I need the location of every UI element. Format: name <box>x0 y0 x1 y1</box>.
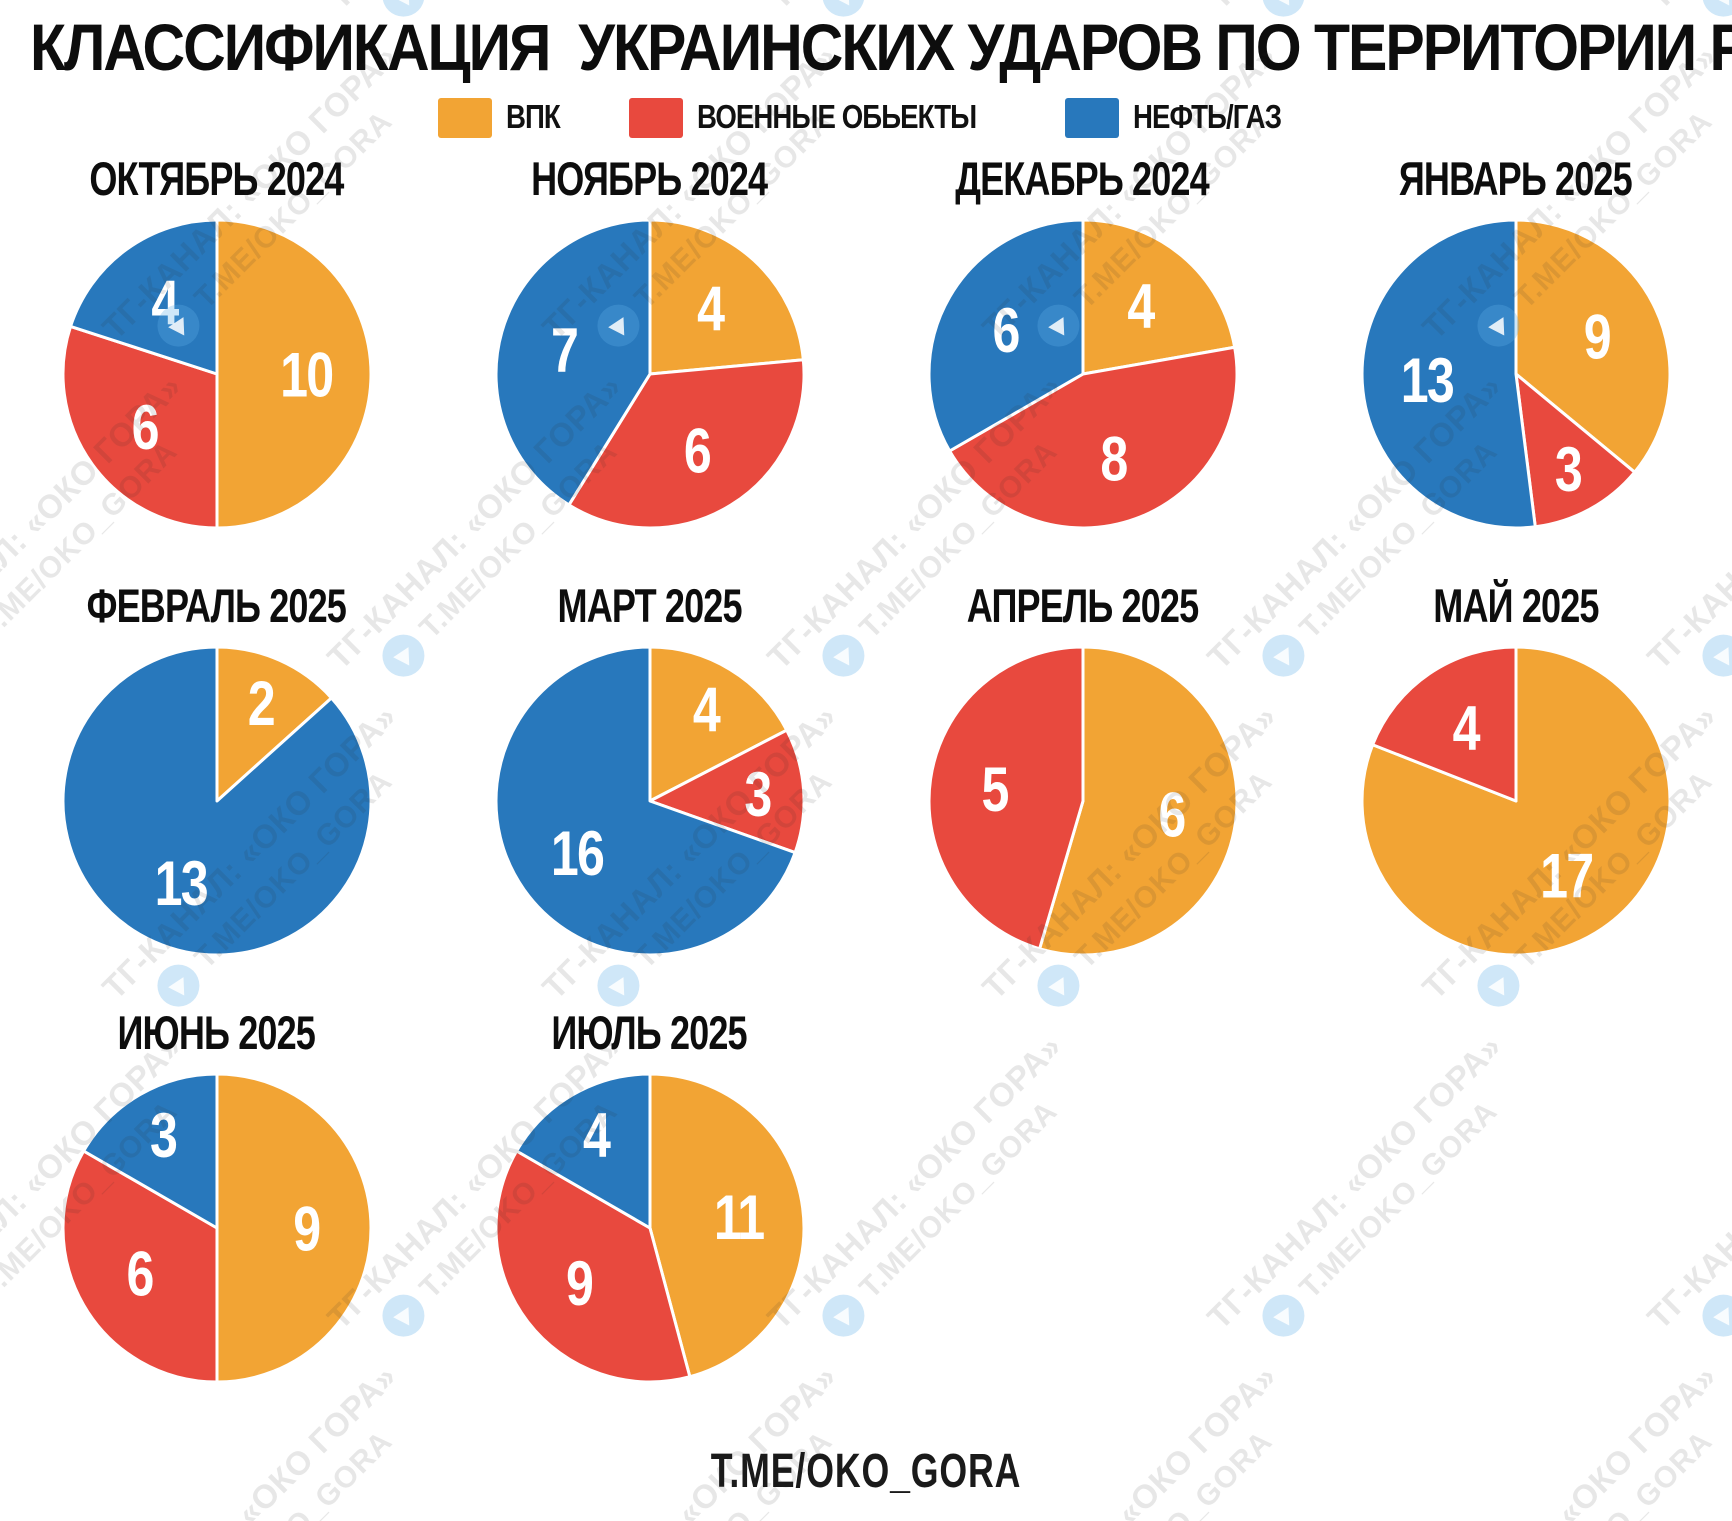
legend-label-military: ВОЕННЫЕ ОБЬЕКТЫ <box>697 98 977 136</box>
pie-slice-military <box>61 324 218 530</box>
pie-svg: 65 <box>927 645 1238 957</box>
pie-svg: 4 8 6 <box>926 218 1238 530</box>
pie-month-title: ДЕКАБРЬ 2024 <box>955 152 1210 206</box>
pie-month-title: ОКТЯБРЬ 2024 <box>89 152 344 206</box>
legend-item-military: ВОЕННЫЕ ОБЬЕКТЫ <box>629 97 1001 138</box>
slice-value-label: 4 <box>583 1102 611 1172</box>
pie-slice-military <box>927 645 1084 951</box>
pie-slice-oil <box>494 645 797 957</box>
pie-month-title: НОЯБРЬ 2024 <box>531 152 768 206</box>
slice-value-label: 6 <box>992 297 1019 367</box>
slice-value-label: 4 <box>692 676 720 746</box>
pie-slice-vpk <box>215 218 372 530</box>
pie-slice-vpk <box>1037 645 1238 957</box>
pie-slice-vpk <box>1514 218 1671 474</box>
pie-slice-vpk <box>215 645 333 803</box>
pie-slice-oil <box>514 1072 651 1230</box>
pie-month-title: АПРЕЛЬ 2025 <box>966 579 1199 633</box>
slice-value-label: 4 <box>1127 273 1155 343</box>
slice-value-label: 6 <box>131 394 158 464</box>
pie-chart-cell: ИЮНЬ 2025 9 6 3 <box>0 996 433 1423</box>
pie-slice-oil <box>494 218 651 507</box>
pie-month-title: ЯНВАРЬ 2025 <box>1399 152 1633 206</box>
pie-svg: 93 13 <box>1360 218 1671 530</box>
slice-value-label: 3 <box>1554 436 1581 506</box>
pie-svg: 4 6 7 <box>494 218 805 530</box>
slice-value-label: 8 <box>1100 425 1127 495</box>
pie-slice-military <box>1370 645 1517 803</box>
pie-slice-military <box>1514 372 1636 529</box>
pie-slice-vpk <box>215 1072 372 1384</box>
pie-slice-oil <box>1360 218 1537 530</box>
pie-chart-cell: ЯНВАРЬ 2025 9 3 13 <box>1299 142 1732 569</box>
pie-slice-military <box>60 1149 218 1384</box>
slice-value-label: 3 <box>744 761 771 831</box>
pie-slice-military <box>566 358 805 530</box>
slice-value-label: 13 <box>154 850 207 920</box>
pie-slice-vpk <box>648 1072 805 1379</box>
pie-month-title: ИЮЛЬ 2025 <box>551 1006 748 1060</box>
pie-chart-cell: ИЮЛЬ 2025 11 9 4 <box>433 996 866 1423</box>
pie-month-title: ИЮНЬ 2025 <box>117 1006 316 1060</box>
slice-value-label: 4 <box>697 275 725 345</box>
pie-svg: 9 6 3 <box>60 1072 372 1384</box>
footer-channel-link: T.ME/OKO_GORA <box>710 1443 1022 1498</box>
page-title: КЛАССИФИКАЦИЯ УКРАИНСКИХ УДАРОВ ПО ТЕРРИ… <box>30 10 1732 85</box>
slice-value-label: 3 <box>150 1102 177 1172</box>
pie-svg: 2 13 <box>61 645 372 957</box>
pie-slice-vpk <box>1081 218 1236 376</box>
pie-chart-cell: АПРЕЛЬ 2025 6 5 <box>866 569 1299 996</box>
pie-svg: 43 16 <box>494 645 805 957</box>
slice-value-label: 6 <box>126 1240 153 1310</box>
slice-value-label: 4 <box>151 269 179 339</box>
slice-value-label: 5 <box>981 756 1008 826</box>
slice-value-label: 4 <box>1452 694 1480 764</box>
pie-chart-cell: ДЕКАБРЬ 2024 4 8 6 <box>866 142 1299 569</box>
slice-value-label: 16 <box>550 820 603 890</box>
pie-chart-cell: ФЕВРАЛЬ 2025 2 13 <box>0 569 433 996</box>
slice-value-label: 9 <box>293 1195 320 1265</box>
slice-value-label: 11 <box>713 1184 763 1254</box>
pie-slice-oil <box>926 218 1084 453</box>
pie-slice-military <box>648 728 805 855</box>
legend-item-vpk: ВПК <box>438 97 565 138</box>
pie-slice-vpk <box>648 645 788 803</box>
slice-value-label: 7 <box>551 317 578 387</box>
pie-svg: 10 6 4 <box>61 218 372 530</box>
pie-svg: 17 4 <box>1360 645 1671 957</box>
slice-value-label: 9 <box>1583 303 1610 373</box>
slice-value-label: 6 <box>1158 781 1185 851</box>
legend-swatch-vpk <box>438 97 493 138</box>
pie-month-title: МАРТ 2025 <box>557 579 742 633</box>
slice-value-label: 6 <box>683 417 710 487</box>
pie-grid: ОКТЯБРЬ 2024 10 6 4 НОЯБРЬ 2024 4 6 7 ДЕКАБРЬ 20… <box>0 142 1732 1423</box>
pie-chart-cell: ОКТЯБРЬ 2024 10 6 4 <box>0 142 433 569</box>
pie-slice-military <box>947 345 1238 530</box>
pie-slice-vpk <box>648 218 805 376</box>
legend-label-oil: НЕФТЬ/ГАЗ <box>1132 98 1282 136</box>
legend-swatch-military <box>629 97 684 138</box>
pie-svg: 11 9 4 <box>493 1072 805 1384</box>
slice-value-label: 9 <box>566 1250 593 1320</box>
slice-value-label: 2 <box>247 670 274 740</box>
slice-value-label: 10 <box>280 341 333 411</box>
legend-swatch-oil <box>1064 97 1119 138</box>
pie-month-title: ФЕВРАЛЬ 2025 <box>86 579 347 633</box>
slice-value-label: 13 <box>1400 347 1453 417</box>
pie-slice-military <box>493 1149 691 1384</box>
pie-chart-cell: НОЯБРЬ 2024 4 6 7 <box>433 142 866 569</box>
pie-slice-oil <box>61 645 372 957</box>
slice-value-label: 17 <box>1540 842 1593 912</box>
pie-chart-cell: МАЙ 2025 17 4 <box>1299 569 1732 996</box>
pie-chart-cell: МАРТ 2025 4 3 16 <box>433 569 866 996</box>
legend-item-oil: НЕФТЬ/ГАЗ <box>1064 97 1294 138</box>
legend: ВПК ВОЕННЫЕ ОБЬЕКТЫ НЕФТЬ/ГАЗ <box>0 97 1732 138</box>
pie-month-title: МАЙ 2025 <box>1432 579 1599 633</box>
pie-slice-oil <box>68 218 218 376</box>
legend-label-vpk: ВПК <box>506 98 561 136</box>
pie-slice-oil <box>81 1072 218 1230</box>
